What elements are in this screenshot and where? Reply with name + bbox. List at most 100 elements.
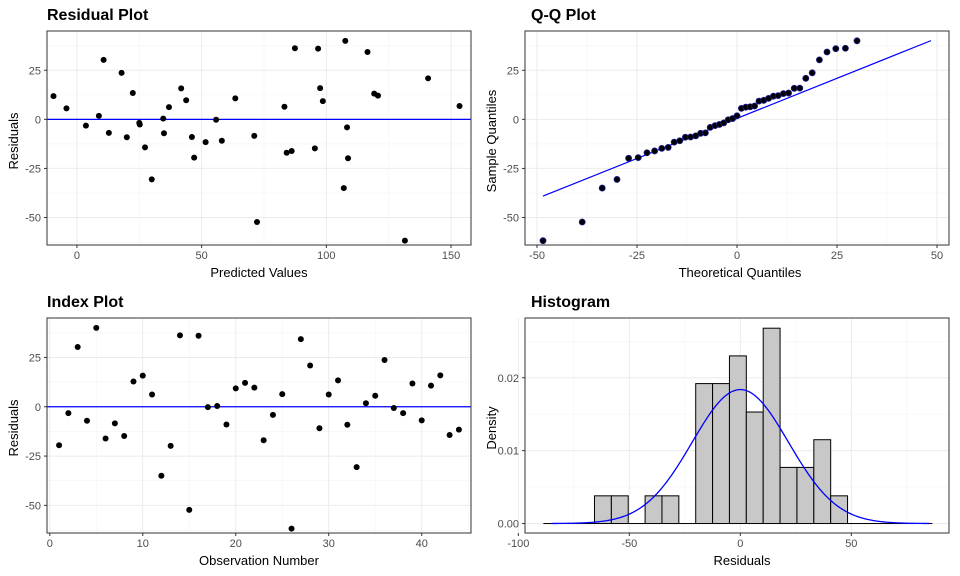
index-plot-y-tick-label: 0 bbox=[35, 402, 41, 414]
residual-plot-point bbox=[160, 130, 167, 137]
index-plot-panel: Index Plot Observation Number Residuals … bbox=[6, 294, 472, 568]
qq-plot-ylabel: Sample Quantiles bbox=[484, 89, 499, 192]
qq-plot-point bbox=[613, 176, 621, 183]
qq-plot-point bbox=[842, 44, 849, 52]
index-plot-point bbox=[195, 332, 202, 339]
residual-plot-x-tick-label: 150 bbox=[442, 250, 460, 262]
histogram-density-curve bbox=[551, 388, 930, 525]
residual-plot-xlabel: Predicted Values bbox=[210, 265, 308, 280]
index-plot-point bbox=[65, 410, 72, 417]
index-plot-point bbox=[176, 332, 183, 339]
residual-plot-point bbox=[50, 93, 57, 100]
qq-plot-point bbox=[733, 112, 741, 120]
qq-plot-point bbox=[802, 74, 810, 82]
residual-plot-point bbox=[148, 176, 155, 183]
index-plot-point bbox=[279, 391, 286, 398]
histogram-y-tick-label: 0.00 bbox=[498, 519, 519, 531]
residual-plot-panel: Residual Plot Predicted Values Residuals… bbox=[6, 7, 472, 280]
qq-plot-point bbox=[643, 149, 651, 157]
residual-plot-point bbox=[178, 85, 185, 92]
index-plot-point bbox=[362, 400, 369, 407]
qq-plot-point bbox=[625, 154, 632, 162]
residual-plot-x-tick-label: 0 bbox=[74, 250, 80, 262]
index-plot-point bbox=[93, 324, 100, 331]
index-plot-x-tick-label: 20 bbox=[230, 538, 242, 550]
residual-plot-point bbox=[288, 147, 295, 154]
qq-plot-title: Q-Q Plot bbox=[531, 7, 597, 24]
qq-plot-point bbox=[658, 145, 666, 152]
residual-plot-point bbox=[425, 75, 432, 82]
qq-plot-x-tick-label: 50 bbox=[931, 250, 943, 262]
index-plot-point bbox=[232, 385, 239, 392]
qq-plot-x-tick-label: -50 bbox=[529, 250, 545, 262]
qq-plot-point bbox=[598, 184, 606, 192]
residual-plot-point bbox=[202, 139, 209, 146]
residual-plot-point bbox=[345, 155, 352, 162]
index-plot-x-tick-label: 0 bbox=[47, 538, 53, 550]
index-plot-point bbox=[288, 525, 295, 532]
histogram-bar bbox=[661, 495, 680, 525]
residual-plot-point bbox=[364, 49, 371, 56]
index-plot-point bbox=[446, 431, 453, 438]
qq-plot-y-tick-label: 25 bbox=[507, 65, 519, 77]
index-plot-point bbox=[297, 336, 304, 343]
residual-plot-point bbox=[281, 103, 288, 110]
residual-plot-point bbox=[188, 134, 195, 141]
residual-plot-point bbox=[191, 154, 198, 161]
residual-plot-point bbox=[136, 121, 143, 128]
index-plot-point bbox=[139, 372, 146, 379]
index-plot-point bbox=[344, 421, 351, 428]
histogram-bar bbox=[813, 439, 832, 525]
residual-plot-point bbox=[232, 95, 239, 102]
qq-plot-point bbox=[853, 37, 861, 45]
residual-plot-point bbox=[95, 112, 102, 119]
index-plot-point bbox=[74, 343, 81, 350]
index-plot-point bbox=[381, 357, 388, 364]
histogram-x-tick-label: -100 bbox=[507, 538, 529, 550]
histogram-bar bbox=[728, 355, 747, 525]
index-plot-point bbox=[455, 426, 462, 433]
index-plot-point bbox=[251, 384, 258, 391]
histogram-x-tick-label: -50 bbox=[621, 538, 637, 550]
qq-plot-x-tick-label: 25 bbox=[831, 250, 843, 262]
qq-plot-y-tick-label: 0 bbox=[513, 114, 519, 126]
index-plot-point bbox=[372, 392, 379, 399]
residual-plot-point bbox=[213, 116, 220, 123]
histogram-bar bbox=[644, 495, 663, 525]
qq-plot-y-tick-label: -25 bbox=[503, 163, 519, 175]
qq-plot-point bbox=[539, 237, 547, 245]
residual-plot-y-tick-label: -25 bbox=[25, 163, 41, 175]
histogram-bar bbox=[695, 383, 714, 525]
qq-plot-point bbox=[808, 69, 816, 77]
qq-plot-point bbox=[796, 84, 804, 92]
residual-plot-point bbox=[123, 134, 130, 141]
residual-plot-point bbox=[401, 237, 408, 244]
residual-plot-point bbox=[374, 92, 381, 99]
residual-plot-point bbox=[142, 144, 149, 151]
index-plot-background bbox=[47, 318, 471, 533]
index-plot-point bbox=[335, 377, 342, 384]
index-plot-y-tick-label: -50 bbox=[25, 500, 41, 512]
residual-plot-point bbox=[254, 219, 261, 226]
index-plot-point bbox=[269, 411, 276, 418]
histogram-bar bbox=[593, 495, 612, 525]
histogram-bar bbox=[779, 466, 798, 525]
index-plot-point bbox=[167, 442, 174, 449]
qq-plot-point bbox=[670, 138, 678, 146]
index-plot-title: Index Plot bbox=[47, 294, 124, 311]
qq-plot-point bbox=[664, 144, 672, 151]
residual-plot-point bbox=[105, 129, 112, 136]
histogram-bar bbox=[796, 466, 815, 525]
residual-plot-point bbox=[342, 37, 349, 44]
index-plot-x-tick-label: 30 bbox=[323, 538, 335, 550]
residual-plot-point bbox=[183, 97, 190, 104]
index-plot-point bbox=[325, 391, 332, 398]
index-plot-point bbox=[353, 464, 360, 471]
qq-plot-point bbox=[785, 89, 792, 97]
index-plot-point bbox=[316, 425, 323, 432]
index-plot-point bbox=[121, 432, 128, 439]
residual-plot-point bbox=[118, 69, 125, 76]
qq-plot-y-tick-label: -50 bbox=[503, 213, 519, 225]
residual-plot-ylabel: Residuals bbox=[6, 112, 21, 170]
index-plot-x-tick-label: 10 bbox=[137, 538, 149, 550]
